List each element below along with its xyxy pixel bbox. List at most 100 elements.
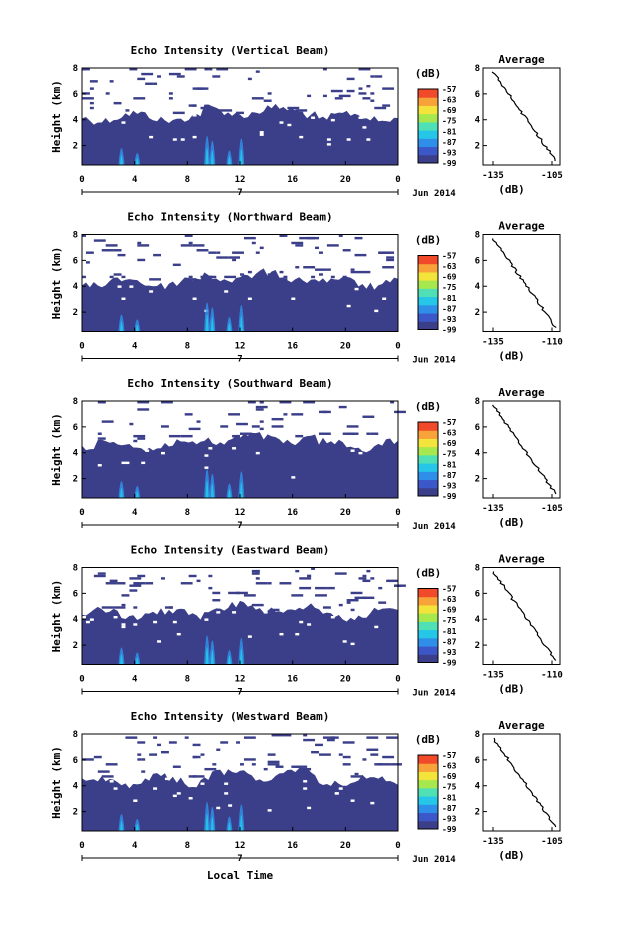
colorbar-swatch (418, 613, 438, 622)
gap-cell (346, 304, 351, 308)
echo-cell (121, 594, 130, 597)
plume-core (135, 823, 139, 831)
echo-cell (350, 270, 359, 274)
echo-cell (232, 251, 244, 254)
echo-cell (149, 753, 158, 756)
echo-cell (121, 603, 126, 607)
y-tick-label: 6 (73, 423, 78, 433)
echo-cell (243, 736, 256, 739)
gap-cell (311, 116, 316, 119)
echo-cell (354, 772, 359, 776)
plume-core (239, 148, 243, 165)
profile-y-tick-label: 4 (475, 282, 481, 292)
echo-cell (255, 405, 268, 409)
echo-cell (168, 741, 177, 744)
echo-cell (358, 87, 363, 90)
profile-y-tick-label: 6 (475, 756, 480, 766)
profile-x-tick-label: -105 (541, 171, 563, 181)
echo-cell (342, 275, 347, 279)
echo-cell (370, 99, 375, 102)
x-tick-label: 12 (235, 175, 246, 185)
echo-cell (101, 606, 114, 609)
echo-cell (315, 594, 327, 597)
gap-cell (188, 797, 193, 800)
echo-cell (117, 253, 126, 257)
colorbar-tick-label: -93 (442, 648, 457, 657)
echo-cell (184, 413, 193, 416)
echo-cell (243, 432, 252, 435)
echo-cell (366, 84, 371, 88)
echo-cell (247, 401, 256, 404)
echo-cell (133, 97, 146, 100)
colorbar-swatch (418, 646, 438, 655)
echo-cell (319, 251, 323, 254)
echo-cell (208, 586, 213, 590)
echo-cell (168, 72, 181, 76)
colorbar-swatch (418, 271, 438, 281)
echo-cell (196, 420, 201, 423)
echo-cell (394, 410, 406, 414)
colorbar-tick-label: -63 (442, 762, 457, 771)
plume-core (227, 156, 231, 165)
echo-cell (204, 767, 217, 771)
echo-cell (299, 236, 312, 240)
echo-cell (161, 750, 169, 754)
panel-4: Echo Intensity (Westward Beam) Height (km… (50, 710, 563, 865)
echo-cell (141, 770, 146, 773)
gap-cell (149, 290, 154, 293)
plume-core (205, 813, 209, 831)
profile-x-label: (dB) (498, 183, 525, 196)
echo-cell (295, 765, 308, 768)
gap-cell (247, 297, 252, 300)
colorbar-tick-label: -63 (442, 595, 457, 604)
echo-cell (196, 579, 201, 583)
colorbar-tick-label: -75 (442, 117, 457, 126)
echo-cell (216, 68, 229, 71)
echo-cell (342, 249, 351, 252)
echo-cell (137, 258, 146, 262)
echo-cell (137, 574, 146, 578)
echo-cell (295, 434, 304, 438)
echo-cell (346, 599, 359, 602)
echo-cell (101, 401, 106, 404)
echo-cell (212, 763, 217, 766)
x-axis-label: Local Time (207, 869, 274, 882)
echo-cell (137, 753, 142, 756)
colorbar-tick-label: -99 (442, 825, 457, 834)
echo-cell (105, 763, 118, 766)
echo-cell (176, 75, 185, 78)
y-tick-label: 4 (73, 282, 79, 292)
echo-cell (322, 68, 327, 71)
gap-cell (121, 442, 126, 445)
echo-cell (259, 420, 264, 423)
colorbar-tick-label: -93 (442, 315, 457, 324)
echo-cell (263, 99, 272, 102)
gap-cell (208, 447, 213, 450)
echo-cell (180, 244, 193, 247)
date-label: Jun 2014 (412, 356, 456, 366)
gap-cell (232, 611, 237, 614)
echo-cell (370, 75, 375, 78)
gap-cell (224, 290, 229, 293)
gap-cell (366, 138, 371, 141)
y-tick-label: 4 (73, 615, 79, 625)
echo-cell (326, 244, 339, 247)
echo-cell (240, 763, 244, 766)
profile-y-tick-label: 8 (475, 564, 480, 574)
echo-cell (319, 753, 331, 756)
gap-cell (125, 461, 130, 465)
gap-cell (164, 777, 169, 781)
colorbar-tick-label: -93 (442, 814, 457, 823)
echo-cell (85, 261, 90, 264)
echo-cell (93, 239, 106, 242)
gap-cell (133, 799, 138, 802)
echo-cell (374, 106, 387, 110)
y-axis-label: Height (km) (50, 413, 63, 486)
echo-cell (263, 767, 268, 771)
echo-cell (291, 413, 304, 416)
colorbar-tick-label: -57 (442, 751, 457, 760)
colorbar-swatch (418, 621, 438, 631)
echo-cell (129, 584, 142, 587)
colorbar-swatch (418, 604, 438, 614)
echo-cell (188, 574, 197, 578)
